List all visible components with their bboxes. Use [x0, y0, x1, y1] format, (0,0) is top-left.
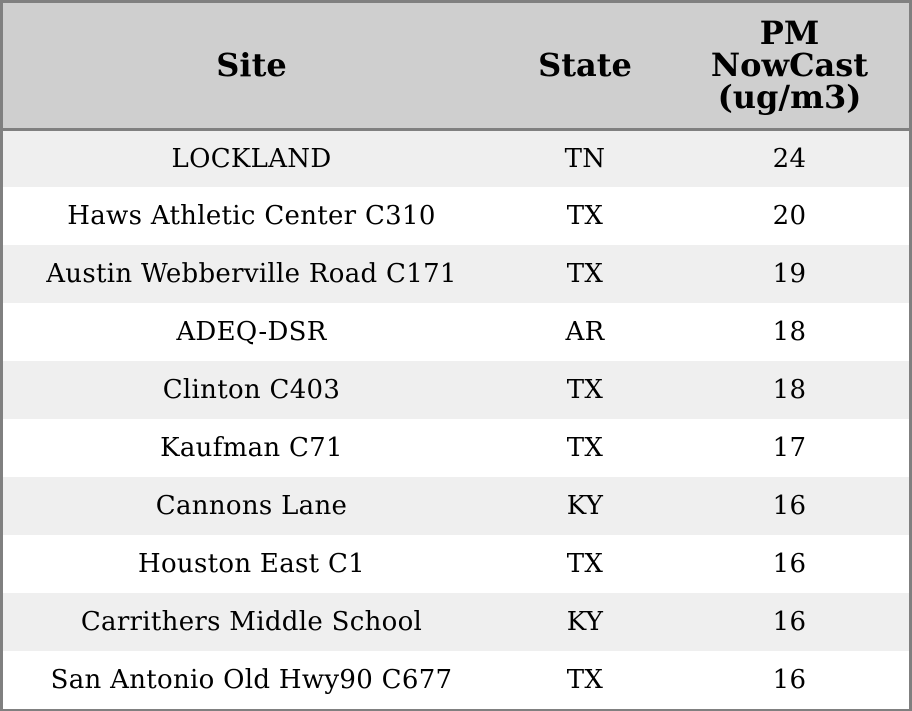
table-body: LOCKLAND TN 24 Haws Athletic Center C310…	[3, 129, 909, 709]
cell-site: Clinton C403	[162, 375, 341, 405]
header-pm-line-1: PM	[759, 14, 820, 53]
cell-pm: 19	[772, 259, 807, 289]
cell-state: TX	[566, 201, 604, 231]
cell-site: Carrithers Middle School	[80, 607, 423, 637]
table-row: Austin Webberville Road C171 TX 19	[3, 245, 909, 303]
cell-state: TX	[566, 433, 604, 463]
header-pm-line-3: (ug/m3)	[717, 78, 862, 117]
cell-site: Kaufman C71	[160, 433, 343, 463]
table-row: LOCKLAND TN 24	[3, 129, 909, 187]
cell-state: TX	[566, 549, 604, 579]
cell-site: Austin Webberville Road C171	[46, 259, 457, 289]
header-pm-line-2: NowCast	[710, 46, 869, 85]
cell-site: Haws Athletic Center C310	[67, 201, 436, 231]
cell-pm: 16	[772, 491, 807, 521]
cell-site: ADEQ-DSR	[176, 317, 327, 347]
table-row: Kaufman C71 TX 17	[3, 419, 909, 477]
table-row: Haws Athletic Center C310 TX 20	[3, 187, 909, 245]
pm-nowcast-table: Site State PM NowCast (ug/m3) LOCKLAND T…	[3, 3, 909, 709]
cell-pm: 16	[772, 607, 807, 637]
cell-state: TX	[566, 375, 604, 405]
table-row: Houston East C1 TX 16	[3, 535, 909, 593]
cell-pm: 20	[772, 201, 807, 231]
cell-state: TX	[566, 259, 604, 289]
header-state: State	[500, 3, 670, 131]
table-header: Site State PM NowCast (ug/m3)	[3, 3, 909, 131]
cell-state: TN	[564, 143, 606, 174]
cell-site: Cannons Lane	[155, 491, 348, 521]
table-row: Carrithers Middle School KY 16	[3, 593, 909, 651]
cell-state: TX	[566, 665, 604, 695]
cell-pm: 17	[772, 433, 807, 463]
cell-state: AR	[565, 317, 605, 347]
cell-pm: 18	[772, 317, 807, 347]
cell-pm: 16	[772, 549, 807, 579]
cell-state: KY	[566, 491, 604, 521]
cell-state: KY	[566, 607, 604, 637]
header-pm-nowcast: PM NowCast (ug/m3)	[670, 3, 909, 131]
cell-site: Houston East C1	[138, 549, 365, 579]
cell-site: LOCKLAND	[171, 143, 332, 174]
header-site: Site	[3, 3, 500, 131]
table-row: Cannons Lane KY 16	[3, 477, 909, 535]
header-row: Site State PM NowCast (ug/m3)	[3, 3, 909, 131]
cell-pm: 18	[772, 375, 807, 405]
cell-pm: 24	[772, 143, 807, 174]
table-row: Clinton C403 TX 18	[3, 361, 909, 419]
table-row: San Antonio Old Hwy90 C677 TX 16	[3, 651, 909, 709]
table-row: ADEQ-DSR AR 18	[3, 303, 909, 361]
cell-site: San Antonio Old Hwy90 C677	[50, 665, 453, 695]
cell-pm: 16	[772, 665, 807, 695]
